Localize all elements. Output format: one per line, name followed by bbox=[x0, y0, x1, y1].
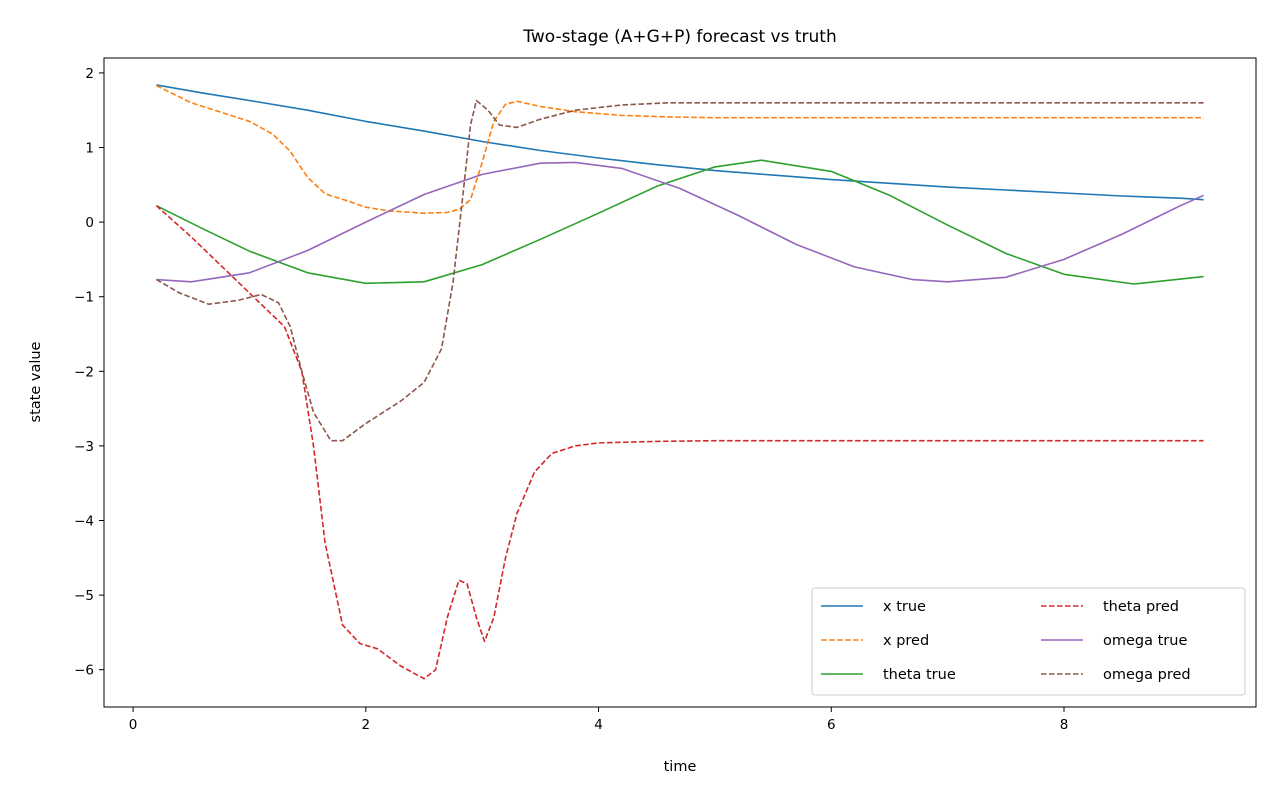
x-tick-label: 2 bbox=[362, 717, 371, 733]
x-axis: 0 2 4 6 8 bbox=[129, 707, 1069, 733]
y-tick-label: −3 bbox=[74, 439, 94, 455]
plot-area-frame bbox=[103, 57, 1257, 708]
legend-label-x-true: x true bbox=[883, 599, 926, 615]
series-line-omega-pred bbox=[155, 99, 1204, 442]
chart-title: Two-stage (A+G+P) forecast vs truth bbox=[522, 27, 836, 47]
legend-label-omega-true: omega true bbox=[1103, 633, 1187, 649]
y-tick-label: −6 bbox=[74, 663, 94, 679]
y-tick-label: 0 bbox=[85, 215, 94, 231]
y-tick-label: −4 bbox=[74, 514, 94, 530]
x-tick-label: 6 bbox=[827, 717, 836, 733]
x-tick-label: 8 bbox=[1060, 717, 1069, 733]
y-tick-label: −1 bbox=[74, 290, 94, 306]
series-line-theta-true bbox=[156, 159, 1204, 285]
x-axis-label: time bbox=[664, 759, 697, 775]
series-line-theta-pred bbox=[155, 205, 1204, 680]
y-tick-label: 2 bbox=[85, 66, 94, 82]
legend-label-theta-pred: theta pred bbox=[1103, 599, 1179, 615]
legend-label-x-pred: x pred bbox=[883, 633, 929, 649]
y-axis-label: state value bbox=[28, 341, 44, 422]
legend-label-theta-true: theta true bbox=[883, 667, 956, 683]
plot-lines bbox=[155, 84, 1204, 680]
legend-label-omega-pred: omega pred bbox=[1103, 667, 1191, 683]
series-line-x-pred bbox=[156, 84, 1204, 214]
series-line-omega-true bbox=[156, 161, 1204, 283]
y-tick-label: −5 bbox=[74, 588, 94, 604]
series-line-x-true bbox=[156, 84, 1204, 201]
y-axis: 2 1 0 −1 −2 −3 −4 −5 −6 bbox=[74, 66, 104, 679]
y-tick-label: 1 bbox=[85, 141, 94, 157]
legend-box bbox=[811, 587, 1246, 696]
legend: x true x pred theta true theta pred omega tr… bbox=[811, 587, 1246, 696]
x-tick-label: 4 bbox=[594, 717, 603, 733]
y-tick-label: −2 bbox=[74, 364, 94, 380]
x-tick-label: 0 bbox=[129, 717, 138, 733]
